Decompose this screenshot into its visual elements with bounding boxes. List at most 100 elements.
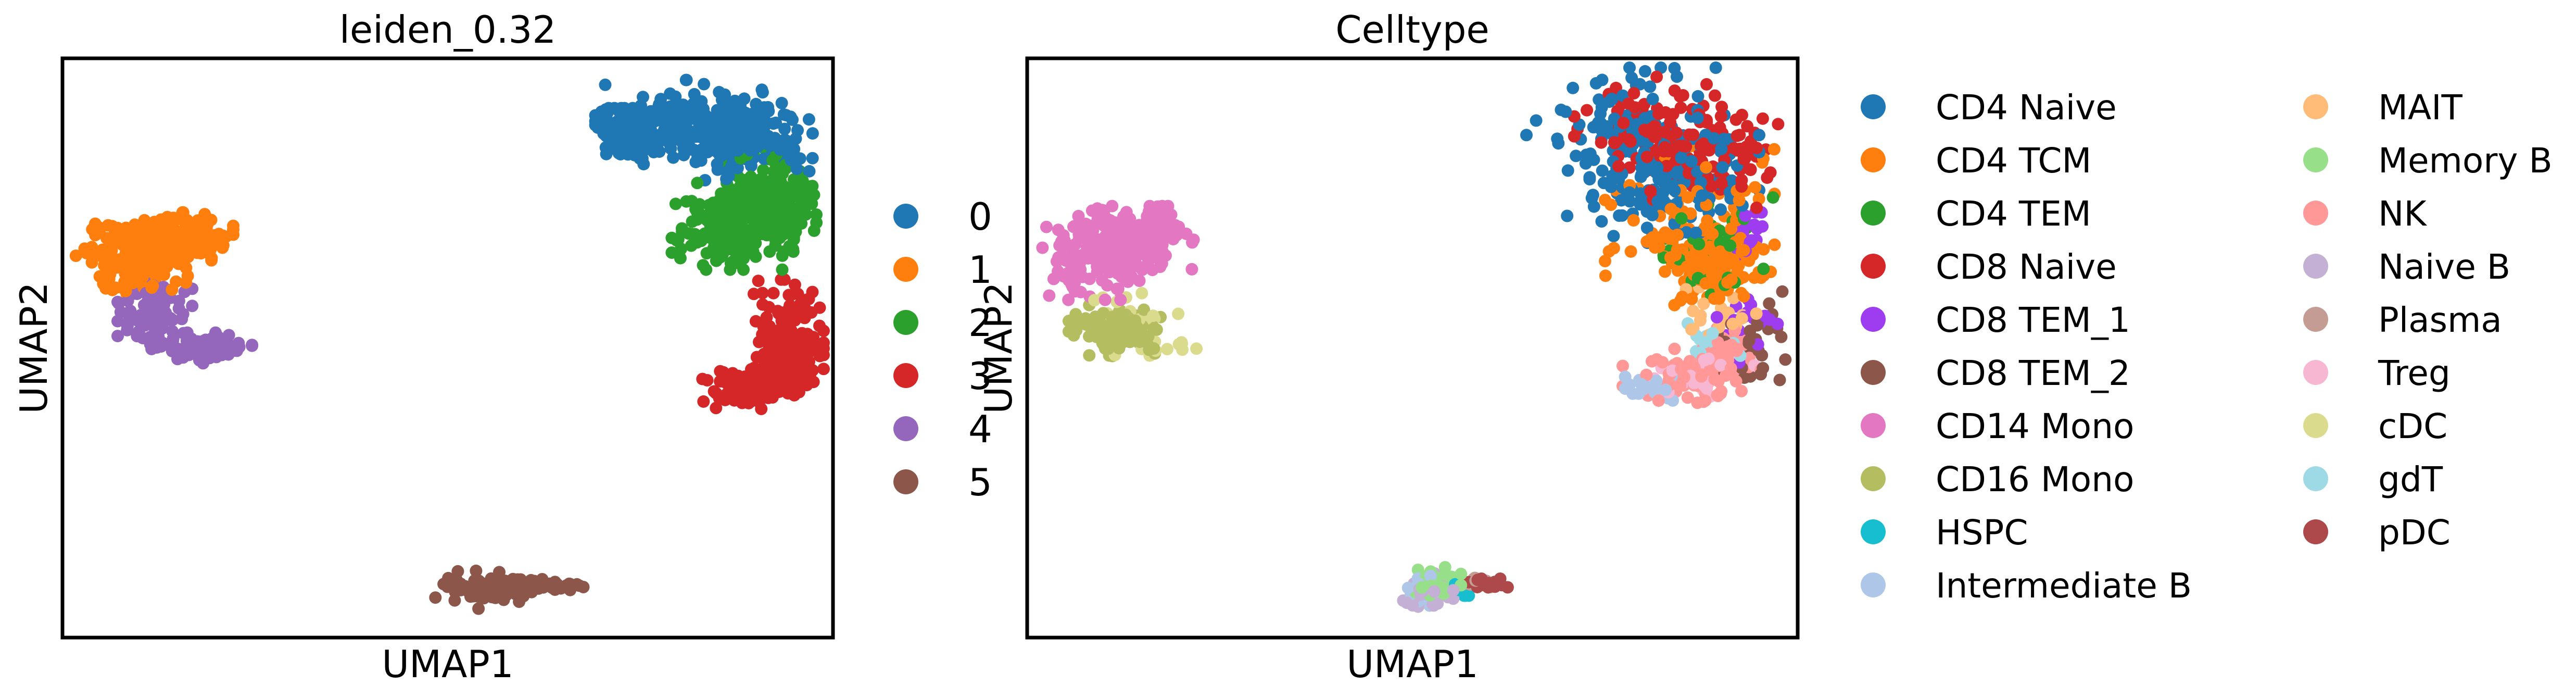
scatter-point-celltype-cd8-naive [1715, 101, 1728, 113]
scatter-point-leiden-4 [111, 330, 124, 342]
scatter-point-leiden-2 [795, 217, 807, 230]
scatter-point-celltype-cd4-tcm [1669, 249, 1682, 261]
scatter-point-celltype-cd14-mono [1117, 210, 1130, 223]
scatter-point-leiden-3 [767, 287, 780, 300]
scatter-point-leiden-0 [715, 150, 727, 163]
scatter-point-celltype-cd4-tcm [1640, 235, 1653, 248]
scatter-point-leiden-0 [698, 133, 711, 146]
scatter-point-leiden-0 [791, 124, 804, 136]
legend-marker [893, 310, 918, 335]
scatter-point-leiden-1 [103, 261, 115, 273]
scatter-point-leiden-3 [803, 293, 815, 305]
scatter-point-celltype-cd14-mono [1155, 243, 1167, 256]
scatter-point-celltype-cd14-mono [1055, 250, 1068, 263]
scatter-point-celltype-cd4-tcm [1653, 240, 1665, 253]
scatter-point-leiden-1 [79, 242, 91, 255]
scatter-point-celltype-cd4-naive [1714, 203, 1727, 216]
scatter-point-leiden-1 [178, 236, 190, 248]
scatter-point-celltype-cd4-tcm [1768, 143, 1781, 156]
scatter-point-leiden-0 [785, 154, 798, 166]
scatter-point-leiden-4 [175, 313, 188, 325]
scatter-point-leiden-0 [625, 106, 638, 118]
scatter-point-celltype-nk [1708, 373, 1721, 385]
scatter-point-celltype-cd4-naive [1671, 166, 1684, 178]
chart-title-celltype: Celltype [1335, 8, 1489, 52]
legend-item-celltype-intermediate-b: Intermediate B [1861, 566, 2192, 606]
scatter-point-leiden-0 [769, 117, 782, 129]
scatter-point-celltype-intermediate-b [1619, 382, 1632, 395]
scatter-point-celltype-mait [1687, 305, 1699, 317]
scatter-point-celltype-nk [1652, 394, 1665, 407]
scatter-point-leiden-3 [735, 373, 748, 386]
scatter-point-leiden-2 [745, 190, 757, 203]
scatter-point-leiden-0 [688, 144, 700, 156]
legend-marker [1861, 519, 1886, 544]
scatter-point-celltype-cd8-naive [1687, 129, 1699, 141]
scatter-point-leiden-4 [138, 299, 150, 311]
scatter-point-celltype-cd8-naive [1732, 144, 1744, 157]
scatter-point-celltype-cd4-tcm [1702, 225, 1714, 237]
scatter-point-leiden-3 [817, 363, 830, 375]
scatter-point-leiden-3 [779, 317, 791, 329]
scatter-point-celltype-cd16-mono [1146, 343, 1158, 355]
scatter-point-celltype-cdc [1135, 287, 1148, 300]
scatter-point-leiden-2 [765, 198, 777, 211]
scatter-point-celltype-cd8-naive [1705, 180, 1718, 192]
scatter-point-leiden-4 [153, 325, 165, 337]
legend-item-celltype-mait: MAIT [2303, 88, 2463, 128]
scatter-point-celltype-cd14-mono [1109, 224, 1121, 236]
scatter-point-celltype-cd4-naive [1657, 187, 1669, 200]
scatter-point-celltype-cd4-naive [1668, 184, 1681, 197]
scatter-point-leiden-0 [653, 145, 665, 158]
scatter-point-leiden-4 [246, 339, 258, 351]
scatter-point-celltype-cd4-tcm [1659, 227, 1672, 239]
scatter-point-leiden-5 [496, 576, 508, 588]
scatter-point-celltype-cd4-tem [1693, 238, 1705, 251]
scatter-point-leiden-0 [637, 158, 650, 170]
scatter-point-leiden-0 [698, 78, 710, 91]
scatter-point-celltype-cd8-naive [1568, 130, 1581, 143]
scatter-point-leiden-1 [120, 285, 132, 297]
scatter-point-leiden-0 [724, 123, 737, 135]
legend-item-celltype-hspc: HSPC [1861, 513, 2028, 553]
scatter-point-celltype-cd8-naive [1608, 136, 1621, 148]
scatter-point-leiden-2 [665, 246, 678, 259]
scatter-point-leiden-0 [720, 173, 733, 185]
scatter-point-leiden-0 [756, 86, 769, 98]
scatter-point-celltype-cd8-tem-2 [1756, 349, 1768, 362]
scatter-point-celltype-gdt [1707, 327, 1719, 340]
scatter-point-leiden-2 [727, 194, 740, 206]
scatter-point-celltype-intermediate-b [1402, 582, 1415, 594]
scatter-point-leiden-1 [227, 220, 239, 232]
scatter-point-leiden-3 [783, 380, 795, 392]
legend-label: CD4 TCM [1936, 141, 2091, 181]
chart-title-leiden: leiden_0.32 [339, 8, 556, 52]
scatter-point-leiden-4 [151, 295, 163, 308]
scatter-point-celltype-cd4-tem [1757, 263, 1770, 275]
scatter-point-leiden-5 [437, 578, 450, 590]
scatter-point-celltype-cd8-naive [1750, 142, 1763, 154]
scatter-point-celltype-nk [1695, 370, 1708, 383]
scatter-point-celltype-cd14-mono [1097, 258, 1110, 270]
scatter-point-leiden-1 [166, 224, 178, 236]
legend-item-leiden-5: 5 [893, 460, 992, 504]
scatter-point-leiden-2 [737, 235, 749, 248]
y-axis-label-leiden: UMAP2 [12, 282, 56, 414]
legend-label: CD4 TEM [1936, 194, 2091, 234]
legend-label: cDC [2378, 406, 2447, 446]
scatter-point-celltype-cd4-naive [1639, 65, 1651, 78]
legend-item-celltype-cd4-naive: CD4 Naive [1861, 88, 2117, 128]
legend-label: NK [2378, 194, 2427, 234]
scatter-point-celltype-cd4-naive [1710, 61, 1722, 74]
scatter-point-leiden-0 [637, 91, 649, 103]
scatter-point-celltype-cd4-naive [1668, 62, 1681, 74]
scatter-point-leiden-3 [756, 328, 768, 341]
scatter-point-celltype-cd4-tcm [1605, 198, 1617, 211]
scatter-point-celltype-cd16-mono [1113, 342, 1126, 355]
scatter-point-celltype-cd8-naive [1612, 160, 1625, 172]
scatter-point-leiden-2 [776, 264, 789, 276]
legend-label: Treg [2378, 353, 2451, 393]
scatter-point-leiden-3 [774, 352, 787, 365]
scatter-point-celltype-cd8-naive [1659, 141, 1671, 154]
scatter-point-celltype-cd14-mono [1036, 242, 1049, 254]
